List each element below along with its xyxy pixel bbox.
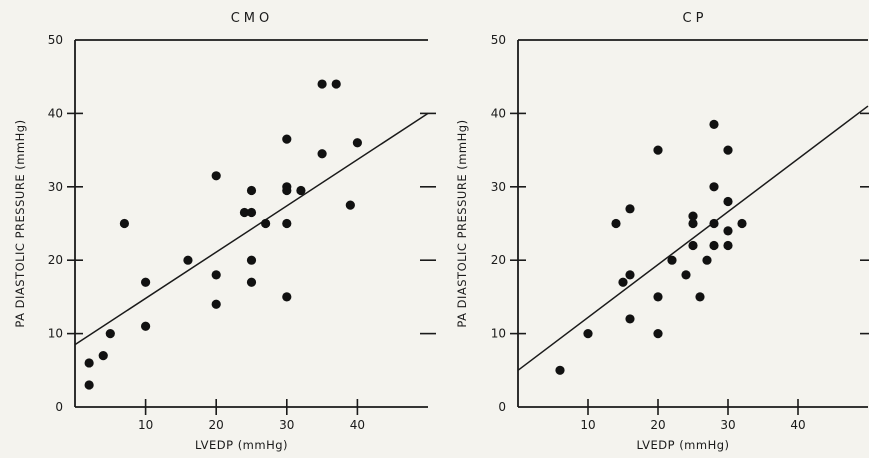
chart-1-xtick-label: 40 [350,418,365,432]
chart-2-xtick-label: 30 [720,418,735,432]
chart-1-data-point [282,292,292,302]
chart-1-data-point [296,185,306,196]
chart-2-data-point [723,226,733,236]
chart-2-ytick-label: 50 [491,33,506,47]
chart-1-data-point [246,255,257,265]
chart-1-ytick-label: 20 [48,253,63,267]
chart-2-data-point [737,218,747,229]
chart-1-data-point [345,200,355,210]
chart-1-ytick-label: 0 [55,400,63,414]
chart-2-ytick-label: 40 [491,106,506,120]
chart-1-data-point [84,358,94,368]
chart-1-data-point [246,277,257,287]
chart-1-ylabel: PA DIASTOLIC PRESSURE (mmHg) [13,119,27,327]
chart-1-data-point [317,79,327,89]
chart-1-ytick-label: 50 [48,33,63,47]
chart-2-data-point [709,119,719,130]
chart-1-data-point [211,299,221,309]
chart-2-data-point [723,240,733,251]
chart-1-data-point [331,79,341,89]
chart-2-data-point [653,329,663,339]
chart-2-data-point [555,365,565,375]
chart-2-data-point [653,145,663,155]
chart-1-ytick-label: 10 [48,327,63,341]
chart-2-data-point [681,270,691,280]
chart-1-data-point [141,277,151,287]
chart-2-data-point [688,240,698,251]
chart-1-data-point [246,207,257,218]
chart-1-xtick-label: 20 [209,418,224,432]
chart-1-data-point [282,134,292,144]
chart-2-data-point [688,218,698,229]
chart-2-data-point [709,240,719,251]
chart-1-regression-line [74,112,429,346]
chart-1-data-point [246,185,257,196]
chart-2-ytick-label: 30 [491,180,506,194]
chart-1-data-point [282,185,292,196]
chart-2-data-point [618,277,628,287]
chart-2-xlabel: LVEDP (mmHg) [636,438,729,452]
chart-2-data-point [583,329,593,339]
chart-1-title: CMO [231,11,274,26]
chart-1-data-point [98,351,108,361]
chart-2-ytick-label: 10 [491,327,506,341]
chart-2-data-point [625,204,635,214]
chart-2-data-point [723,196,733,207]
chart-2-data-point [611,218,621,229]
chart-2-data-point [709,218,719,229]
chart-2-data-point [625,270,635,280]
chart-2-data-point [709,182,719,192]
chart-1-data-point [105,329,115,339]
chart-1-xlabel: LVEDP (mmHg) [195,438,288,452]
chart-2-xtick-label: 20 [650,418,665,432]
chart-2-ytick-label: 0 [498,400,506,414]
chart-2-regression-line [517,105,869,371]
chart-1-data-point [211,171,221,181]
chart-2-data-point [688,211,698,221]
chart-2-xtick-label: 10 [580,418,595,432]
chart-1-data-point [84,380,94,390]
chart-2-data-point [667,255,677,265]
chart-1-data-point [183,255,193,265]
chart-2-ytick-label: 20 [491,253,506,267]
chart-1-xtick-label: 30 [279,418,294,432]
chart-1-xtick-label: 10 [138,418,153,432]
chart-1-data-point [317,149,327,159]
chart-1-data-point [282,218,292,229]
chart-2-title: CP [683,11,708,26]
chart-2-xtick-label: 40 [790,418,805,432]
chart-1-data-point [352,138,362,148]
chart-1-ytick-label: 30 [48,180,63,194]
chart-1-data-point [211,270,221,280]
chart-2-data-point [653,292,663,302]
chart-2-data-point [625,314,635,324]
chart-2: CP 0 10 20 30 40 50 10 20 30 40 LVEDP (mmHg) PA DIAS… [455,11,869,452]
chart-1-data-point [261,218,271,229]
chart-2-data-point [723,145,733,155]
chart-1-data-point [141,321,151,331]
chart-2-data-point [702,255,712,265]
chart-2-data-point [695,292,705,302]
chart-1-data-point [239,207,250,218]
chart-1-data-point [119,218,130,229]
chart-1-ytick-label: 40 [48,106,63,120]
chart-2-ylabel: PA DIASTOLIC PRESSURE (mmHg) [455,119,469,327]
chart-1: CMO 0 10 20 30 40 50 10 20 30 40 LVEDP (mmHg) PA DIA… [13,11,436,452]
